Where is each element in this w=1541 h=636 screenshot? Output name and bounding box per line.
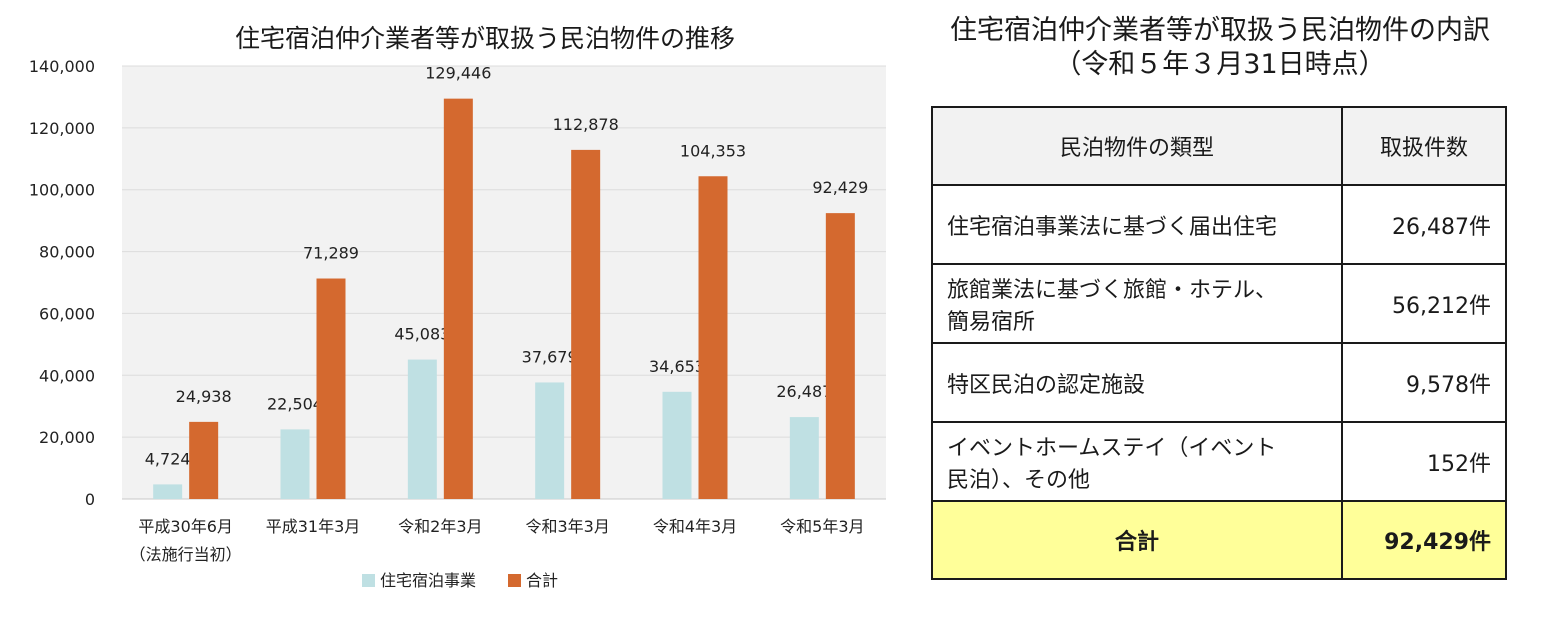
y-tick-label: 20,000 xyxy=(39,428,95,447)
row-type-line1: 住宅宿泊事業法に基づく届出住宅 xyxy=(947,214,1278,240)
row-type-line1: 旅館業法に基づく旅館・ホテル、 xyxy=(947,277,1278,303)
row-type-line2: 民泊）、その他 xyxy=(947,467,1091,493)
header-count: 取扱件数 xyxy=(1341,106,1507,186)
row-count: 26,487件 xyxy=(1341,184,1507,265)
legend-swatch-total xyxy=(508,574,521,587)
bar-total xyxy=(571,149,601,500)
breakdown-table: 民泊物件の類型 取扱件数 住宅宿泊事業法に基づく届出住宅 26,487件 旅館業… xyxy=(931,106,1507,580)
table-row: 住宅宿泊事業法に基づく届出住宅 26,487件 xyxy=(931,184,1507,265)
row-type: 住宅宿泊事業法に基づく届出住宅 xyxy=(931,184,1343,265)
chart-title: 住宅宿泊仲介業者等が取扱う民泊物件の推移 xyxy=(235,24,735,53)
bar-chart: 住宅宿泊仲介業者等が取扱う民泊物件の推移 0 20,000 40,000 60,000… xyxy=(29,24,886,590)
legend-label-total: 合計 xyxy=(526,571,558,590)
x-tick-label: 令和5年3月 xyxy=(780,517,864,536)
row-type-line1: 特区民泊の認定施設 xyxy=(947,372,1146,398)
x-tick-label: 平成30年6月 xyxy=(138,517,233,536)
data-label-housing: 22,504 xyxy=(267,394,323,413)
legend: 住宅宿泊事業 合計 xyxy=(362,571,558,590)
data-label-housing: 4,724 xyxy=(145,449,191,468)
y-tick-label: 120,000 xyxy=(29,119,95,138)
plot-background xyxy=(122,66,886,499)
y-tick-label: 140,000 xyxy=(29,57,95,76)
data-label-total: 129,446 xyxy=(425,64,491,83)
bar-housing xyxy=(662,391,692,499)
y-tick-label: 80,000 xyxy=(39,243,95,262)
data-label-housing: 26,487 xyxy=(776,382,832,401)
data-label-housing: 37,679 xyxy=(522,347,578,366)
data-label-total: 112,878 xyxy=(553,115,619,134)
row-type-line1: イベントホームステイ（イベント xyxy=(947,435,1277,461)
bar-housing xyxy=(153,484,183,499)
table-header-row: 民泊物件の類型 取扱件数 xyxy=(931,106,1507,186)
x-axis: 平成30年6月 （法施行当初） 平成31年3月 令和2年3月 令和3年3月 令和4年3月 令… xyxy=(130,517,865,564)
x-tick-label: 平成31年3月 xyxy=(266,517,361,536)
bar-total xyxy=(825,213,855,499)
legend-label-housing: 住宅宿泊事業 xyxy=(380,571,476,590)
bar-housing xyxy=(789,417,819,499)
total-count: 92,429件 xyxy=(1341,500,1507,580)
row-count: 56,212件 xyxy=(1341,263,1507,344)
row-type: イベントホームステイ（イベント 民泊）、その他 xyxy=(931,421,1343,502)
data-label-total: 71,289 xyxy=(303,244,359,263)
table-row: 旅館業法に基づく旅館・ホテル、 簡易宿所 56,212件 xyxy=(931,263,1507,344)
bar-housing xyxy=(407,359,437,499)
data-label-housing: 34,653 xyxy=(649,357,705,376)
table-row: イベントホームステイ（イベント 民泊）、その他 152件 xyxy=(931,421,1507,502)
y-tick-label: 60,000 xyxy=(39,304,95,323)
x-tick-label: 令和3年3月 xyxy=(525,517,609,536)
y-axis: 0 20,000 40,000 60,000 80,000 100,000 120,000 1… xyxy=(29,57,95,509)
row-type: 旅館業法に基づく旅館・ホテル、 簡易宿所 xyxy=(931,263,1343,344)
table-row: 特区民泊の認定施設 9,578件 xyxy=(931,342,1507,423)
bars: 4,724 24,938 22,504 71,289 45,083 129,446 37,6… xyxy=(145,64,868,500)
legend-swatch-housing xyxy=(362,574,375,587)
table-title-line1: 住宅宿泊仲介業者等が取扱う民泊物件の内訳 xyxy=(950,15,1490,46)
bar-total xyxy=(316,278,346,499)
y-tick-label: 0 xyxy=(85,490,95,509)
total-row: 合計 92,429件 xyxy=(931,500,1507,580)
table-title-line2: （令和５年３月31日時点） xyxy=(1054,49,1386,80)
row-count: 152件 xyxy=(1341,421,1507,502)
bar-total xyxy=(698,176,728,499)
data-label-housing: 45,083 xyxy=(394,325,450,344)
header-type: 民泊物件の類型 xyxy=(931,106,1343,186)
data-label-total: 92,429 xyxy=(812,178,868,197)
y-tick-label: 40,000 xyxy=(39,366,95,385)
row-type: 特区民泊の認定施設 xyxy=(931,342,1343,423)
data-label-total: 104,353 xyxy=(680,141,746,160)
table-title: 住宅宿泊仲介業者等が取扱う民泊物件の内訳 （令和５年３月31日時点） xyxy=(915,14,1525,82)
gridlines xyxy=(122,65,886,500)
y-tick-label: 100,000 xyxy=(29,181,95,200)
x-tick-label: 令和4年3月 xyxy=(653,517,737,536)
total-label: 合計 xyxy=(931,500,1343,580)
bar-housing xyxy=(535,382,565,499)
data-label-total: 24,938 xyxy=(176,387,232,406)
x-tick-label: 令和2年3月 xyxy=(398,517,482,536)
bar-total xyxy=(189,421,219,499)
row-count: 9,578件 xyxy=(1341,342,1507,423)
x-tick-label: （法施行当初） xyxy=(130,545,242,564)
bar-housing xyxy=(280,429,310,499)
bar-total xyxy=(443,98,473,499)
row-type-line2: 簡易宿所 xyxy=(947,309,1036,335)
